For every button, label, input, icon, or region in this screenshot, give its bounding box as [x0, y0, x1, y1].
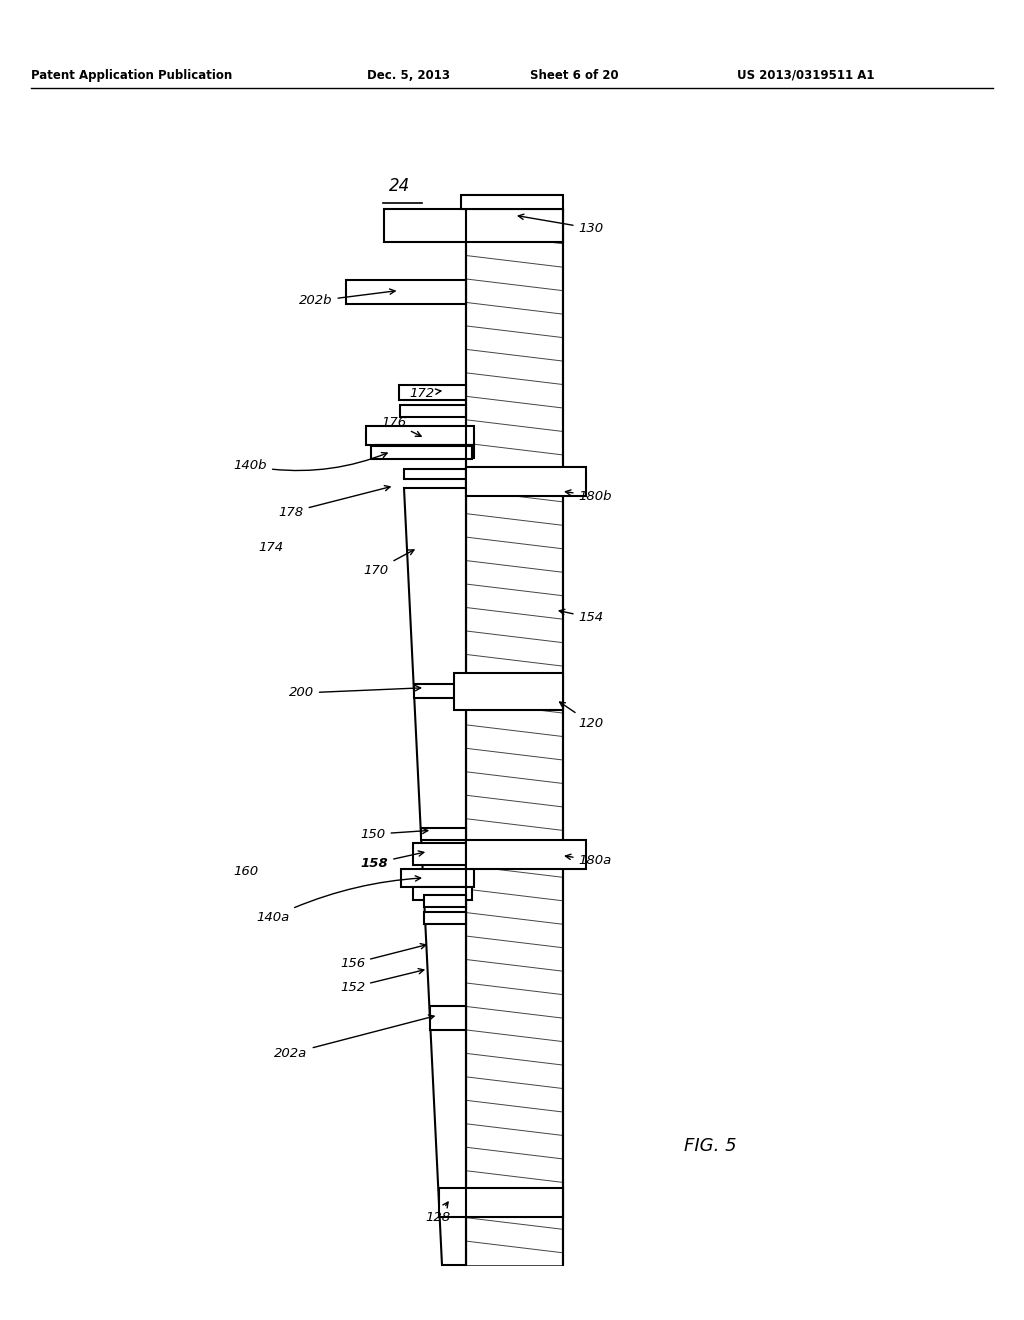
Bar — [466, 467, 586, 496]
Polygon shape — [404, 488, 466, 1265]
Text: Dec. 5, 2013: Dec. 5, 2013 — [367, 69, 450, 82]
Text: 156: 156 — [340, 944, 426, 970]
Text: Sheet 6 of 20: Sheet 6 of 20 — [530, 69, 620, 82]
Bar — [466, 209, 563, 1265]
Text: 24: 24 — [389, 177, 410, 195]
Text: 130: 130 — [518, 214, 604, 235]
Text: 174: 174 — [258, 541, 284, 554]
Bar — [424, 895, 466, 907]
Text: 154: 154 — [559, 610, 604, 624]
Bar — [376, 445, 474, 458]
Text: 120: 120 — [560, 702, 604, 730]
Text: 128: 128 — [425, 1203, 451, 1224]
Bar — [400, 869, 474, 887]
Bar — [414, 684, 472, 698]
Text: 170: 170 — [364, 550, 414, 577]
Text: 140a: 140a — [256, 875, 421, 924]
Text: 202b: 202b — [299, 289, 395, 308]
Text: 172: 172 — [410, 387, 441, 400]
Text: 152: 152 — [340, 969, 424, 994]
Bar — [399, 385, 466, 400]
Bar — [346, 280, 466, 304]
Bar — [461, 195, 563, 209]
Bar — [430, 1006, 466, 1030]
Text: 160: 160 — [233, 865, 259, 878]
Text: 180b: 180b — [565, 490, 612, 503]
Bar — [413, 843, 474, 865]
Bar — [454, 673, 563, 710]
Bar — [371, 446, 472, 459]
Bar — [384, 209, 563, 242]
Bar — [466, 840, 586, 869]
Bar — [366, 426, 474, 445]
Text: 200: 200 — [289, 685, 421, 700]
Text: 150: 150 — [360, 828, 428, 841]
Text: 140b: 140b — [233, 453, 387, 473]
Text: 178: 178 — [279, 486, 390, 519]
Text: 180a: 180a — [565, 854, 611, 867]
Text: 158: 158 — [360, 851, 424, 870]
Text: 202a: 202a — [274, 1015, 434, 1060]
Bar — [400, 405, 466, 417]
Bar — [413, 887, 472, 900]
Bar — [421, 828, 466, 840]
Text: US 2013/0319511 A1: US 2013/0319511 A1 — [737, 69, 874, 82]
Text: 176: 176 — [381, 416, 421, 437]
Bar — [424, 912, 466, 924]
Bar — [438, 1188, 563, 1217]
Text: Patent Application Publication: Patent Application Publication — [31, 69, 232, 82]
Text: FIG. 5: FIG. 5 — [684, 1137, 736, 1155]
Bar — [403, 469, 466, 479]
